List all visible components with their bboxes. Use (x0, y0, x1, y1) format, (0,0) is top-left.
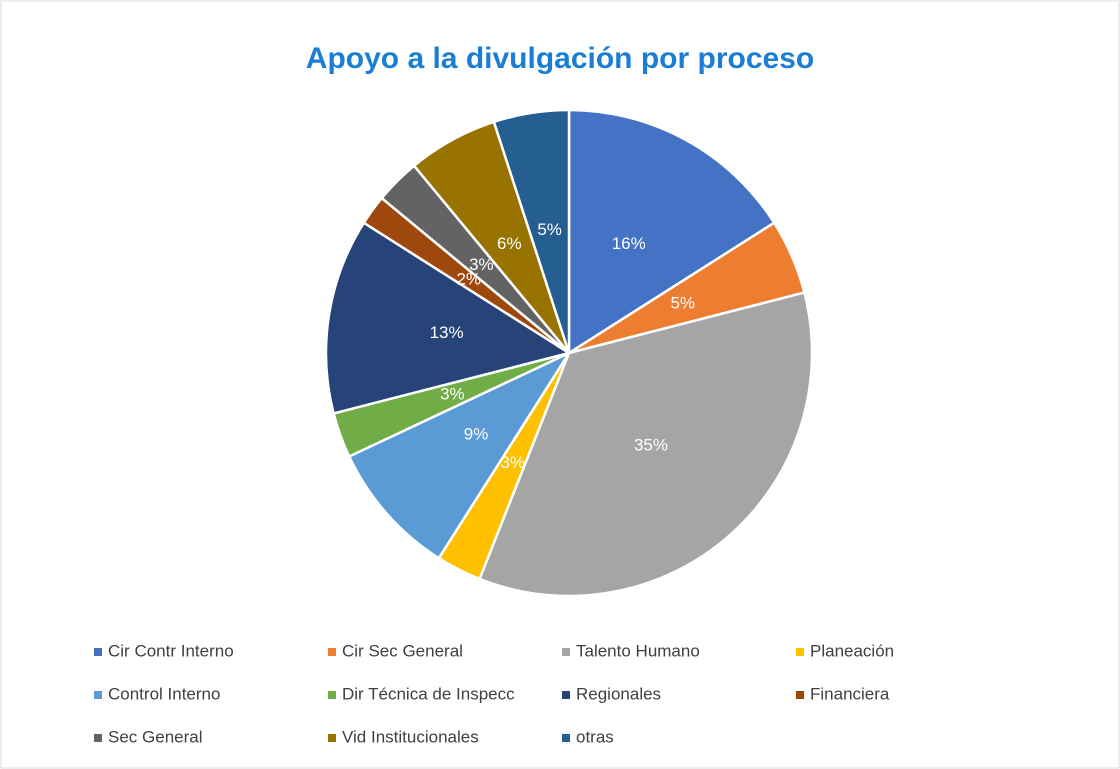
legend-marker (94, 734, 102, 742)
pie-slice (324, 221, 573, 415)
pie-slice (477, 291, 814, 598)
legend-marker (328, 734, 336, 742)
legend-label: Dir Técnica de Inspecc (342, 684, 515, 703)
chart-title: Apoyo a la divulgación por proceso (306, 42, 814, 75)
legend-label: Planeación (810, 641, 894, 660)
legend-marker (328, 648, 336, 656)
legend-marker (562, 691, 570, 699)
legend-label: Sec General (108, 727, 203, 746)
legend-label: Vid Institucionales (342, 727, 479, 746)
legend-label: Talento Humano (576, 641, 700, 660)
pie-slice (567, 108, 776, 356)
legend-marker (94, 691, 102, 699)
data-label: 2% (456, 270, 481, 289)
data-label: 5% (670, 293, 695, 312)
legend-marker (562, 648, 570, 656)
pie-slice (492, 108, 571, 354)
data-label: 3% (440, 384, 465, 403)
legend-marker (328, 691, 336, 699)
data-label: 13% (430, 323, 464, 342)
legend-label: Cir Sec General (342, 641, 463, 660)
legend-label: Control Interno (108, 684, 220, 703)
data-label: 35% (634, 435, 668, 454)
data-label: 3% (500, 453, 525, 472)
legend-marker (562, 734, 570, 742)
legend-marker (796, 691, 804, 699)
legend-label: Cir Contr Interno (108, 641, 234, 660)
pie-slice (347, 350, 573, 560)
legend-marker (94, 648, 102, 656)
data-label: 16% (612, 234, 646, 253)
legend-label: Regionales (576, 684, 661, 703)
legend-marker (796, 648, 804, 656)
data-label: 3% (469, 255, 494, 274)
data-label: 9% (464, 424, 489, 443)
data-label: 5% (537, 220, 562, 239)
legend-label: otras (576, 727, 614, 746)
data-label: 6% (497, 234, 522, 253)
legend-label: Financiera (810, 684, 890, 703)
